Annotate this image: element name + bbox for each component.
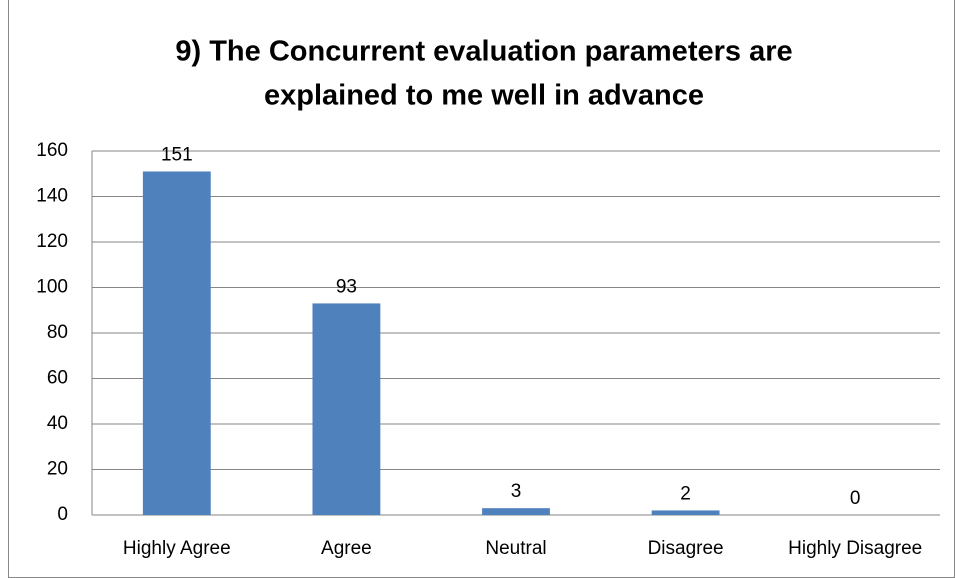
bar: [142, 171, 211, 515]
y-tick-label: 60: [47, 368, 68, 389]
y-tick-label: 0: [57, 504, 68, 525]
x-tick-label: Agree: [321, 538, 372, 559]
y-tick-label: 120: [36, 231, 68, 252]
x-tick-label: Neutral: [485, 538, 546, 559]
chart-title-line: 9) The Concurrent evaluation parameters …: [175, 36, 792, 68]
y-tick-label: 160: [36, 140, 68, 161]
x-tick-label: Highly Agree: [123, 538, 231, 559]
y-tick-label: 100: [36, 277, 68, 298]
data-label: 151: [161, 144, 193, 165]
x-tick-label: Disagree: [648, 538, 724, 559]
y-tick-label: 20: [47, 459, 68, 480]
data-label: 0: [850, 488, 861, 509]
y-tick-label: 40: [47, 413, 68, 434]
data-label: 3: [511, 481, 522, 502]
bar: [482, 508, 550, 515]
data-label: 93: [336, 276, 357, 297]
bar: [651, 510, 720, 515]
y-tick-label: 140: [36, 186, 68, 207]
data-label: 2: [680, 483, 691, 504]
chart-title-line: explained to me well in advance: [264, 80, 704, 112]
y-tick-label: 80: [47, 322, 68, 343]
x-tick-label: Highly Disagree: [788, 538, 922, 559]
bar: [312, 303, 381, 515]
